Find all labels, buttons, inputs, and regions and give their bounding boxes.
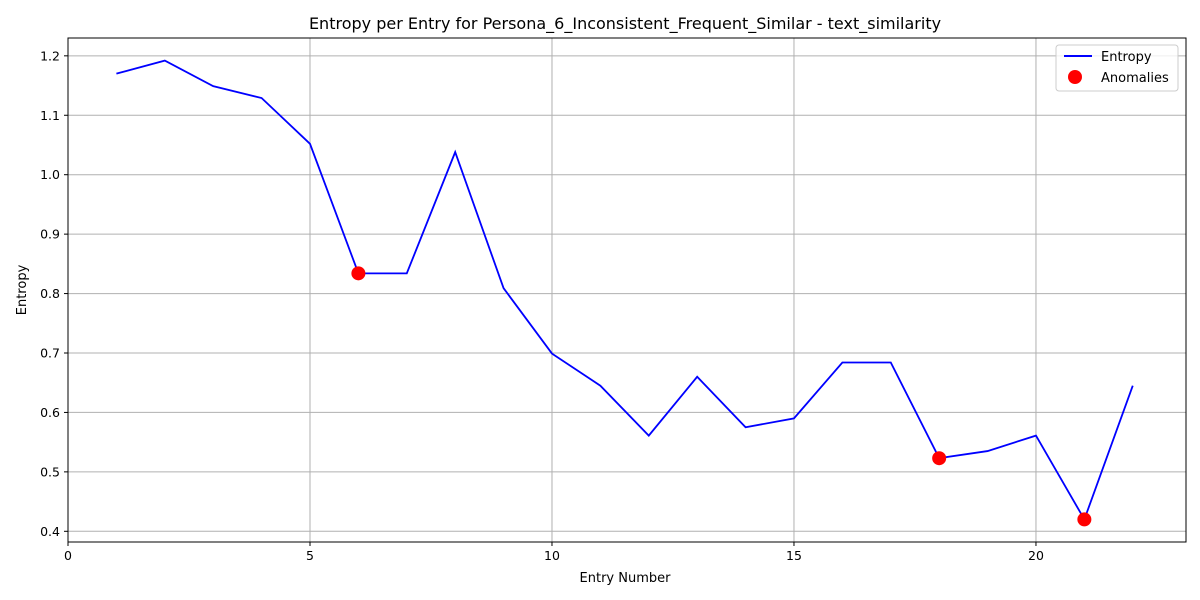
y-tick-label: 1.1 bbox=[40, 108, 60, 123]
anomaly-point bbox=[932, 451, 947, 466]
legend-anomalies-swatch bbox=[1068, 70, 1082, 84]
y-tick-label: 0.6 bbox=[40, 405, 60, 420]
anomaly-point bbox=[351, 266, 366, 281]
x-axis-ticks: 0 5 10 15 20 bbox=[64, 542, 1044, 563]
x-axis-label: Entry Number bbox=[580, 571, 672, 586]
legend-anomalies-label: Anomalies bbox=[1101, 71, 1169, 86]
series-layer bbox=[116, 59, 1134, 527]
legend-entropy-label: Entropy bbox=[1101, 50, 1152, 65]
y-axis-ticks: 0.4 0.5 0.6 0.7 0.8 0.9 1.0 1.1 1.2 bbox=[40, 48, 68, 539]
y-tick-label: 0.5 bbox=[40, 464, 60, 479]
y-tick-label: 0.9 bbox=[40, 227, 60, 242]
y-tick-label: 0.4 bbox=[40, 524, 60, 539]
y-tick-label: 1.2 bbox=[40, 48, 60, 63]
y-tick-label: 0.8 bbox=[40, 286, 60, 301]
entropy-line bbox=[116, 59, 1134, 522]
grid-layer bbox=[67, 38, 1186, 542]
x-tick-label: 10 bbox=[544, 548, 560, 563]
x-tick-label: 15 bbox=[786, 548, 802, 563]
chart-title: Entropy per Entry for Persona_6_Inconsis… bbox=[309, 14, 941, 34]
anomaly-point bbox=[1077, 512, 1092, 527]
y-axis-label: Entropy bbox=[15, 264, 30, 315]
x-tick-label: 5 bbox=[306, 548, 314, 563]
x-tick-label: 20 bbox=[1028, 548, 1044, 563]
plot-frame bbox=[67, 37, 1187, 543]
y-tick-label: 0.7 bbox=[40, 346, 60, 361]
y-tick-label: 1.0 bbox=[40, 167, 60, 182]
legend: Entropy Anomalies bbox=[1055, 44, 1179, 92]
x-tick-label: 0 bbox=[64, 548, 72, 563]
